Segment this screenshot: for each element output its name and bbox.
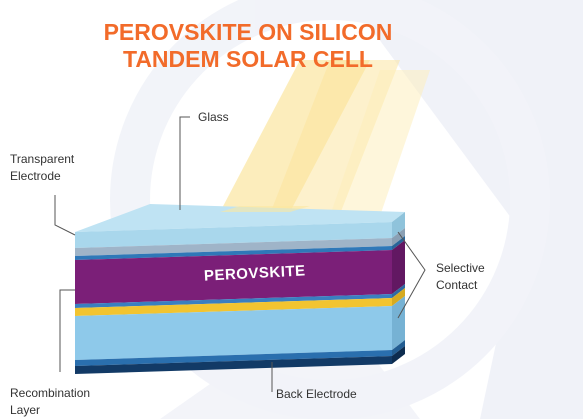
solar-cell — [75, 204, 405, 374]
top-face — [75, 204, 405, 232]
layer-label: PEROVSKITE — [204, 262, 306, 284]
label: Recombination — [10, 386, 90, 400]
title-line: TANDEM SOLAR CELL — [123, 46, 373, 72]
label: Electrode — [10, 169, 61, 183]
front-layer — [75, 306, 392, 360]
label: Layer — [10, 403, 40, 417]
front-layer — [75, 238, 392, 256]
label: Contact — [436, 278, 478, 292]
side-layer — [392, 240, 405, 294]
label: Transparent — [10, 152, 75, 166]
front-layer — [75, 294, 392, 308]
front-layer — [75, 222, 392, 248]
side-layer — [392, 288, 405, 306]
side-layer — [392, 296, 405, 350]
leader-lines — [54, 116, 426, 392]
contact-bracket — [397, 231, 426, 319]
side-layer — [392, 228, 405, 246]
front-layer — [75, 250, 392, 304]
label: Back Electrode — [276, 387, 357, 401]
title-line: PEROVSKITE ON SILICON — [104, 19, 393, 45]
electrode-leader — [54, 195, 76, 236]
light-beams — [220, 60, 430, 216]
glass-leader — [179, 116, 190, 210]
light-beams-glow — [220, 206, 310, 212]
side-layer — [392, 346, 405, 364]
label: Selective — [436, 261, 485, 275]
side-layer — [392, 212, 405, 238]
label: Glass — [198, 110, 229, 124]
recombination-leader — [59, 289, 75, 372]
front-layer — [75, 246, 392, 260]
side-layer — [392, 340, 405, 356]
front-layer — [75, 350, 392, 366]
front-layer — [75, 356, 392, 374]
side-layer — [392, 236, 405, 250]
side-layer — [392, 284, 405, 298]
front-layer — [75, 298, 392, 316]
